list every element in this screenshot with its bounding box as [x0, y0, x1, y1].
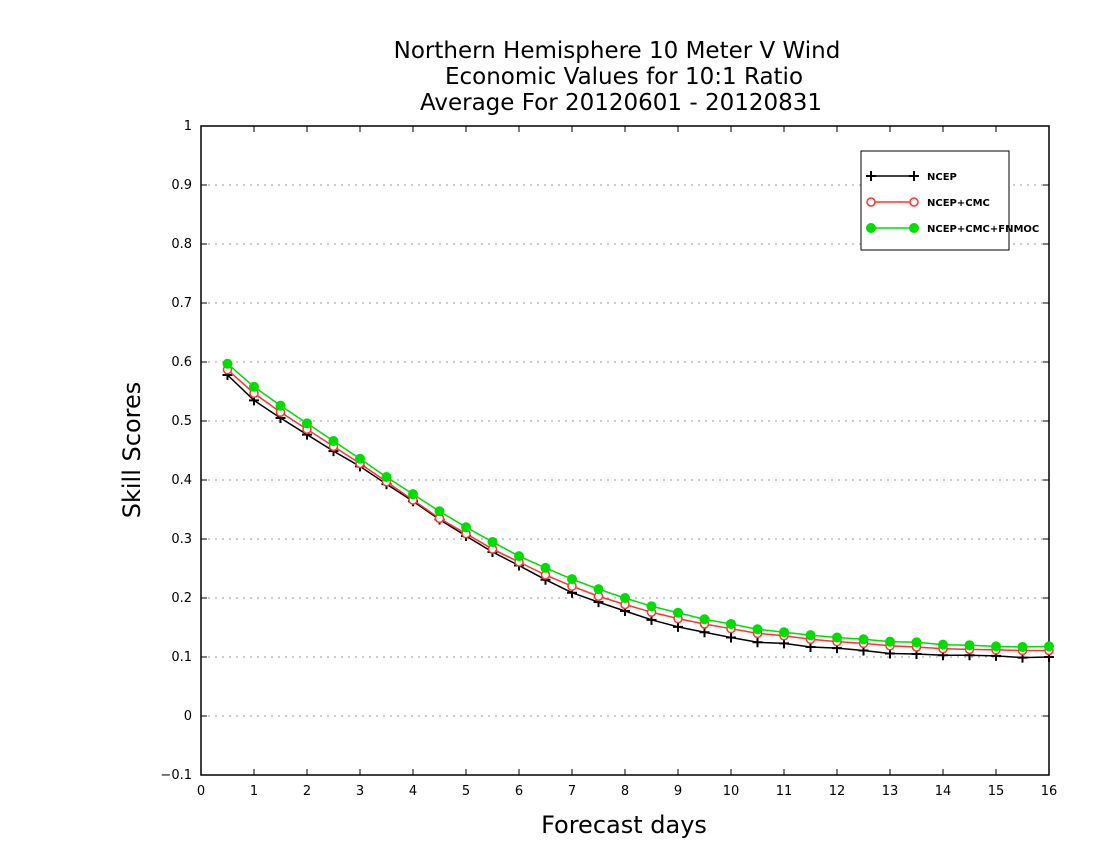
x-tick-label: 16 — [1041, 784, 1058, 799]
legend-marker-ncep-cmc-fnmoc — [909, 223, 919, 233]
y-tick-label: 0.2 — [171, 591, 192, 606]
data-point-ncep-cmc-fnmoc — [938, 639, 948, 650]
data-point-ncep-cmc-fnmoc — [1017, 641, 1028, 652]
series-layer — [222, 358, 1054, 663]
data-point-ncep-cmc-fnmoc — [487, 536, 498, 547]
data-point-ncep-cmc-fnmoc — [355, 453, 365, 464]
y-tick-label: 0.6 — [171, 355, 192, 370]
series-line-ncep — [226, 374, 1050, 659]
x-tick-label: 6 — [515, 784, 523, 799]
data-point-ncep-cmc-fnmoc — [699, 614, 710, 625]
y-tick-label: 0.8 — [171, 237, 192, 252]
legend: NCEP NCEP+CMC NCEP+CMC+FNMOC — [860, 150, 1039, 251]
legend-box — [860, 150, 1010, 251]
legend-marker-ncep — [909, 171, 919, 181]
x-tick-label: 1 — [250, 784, 258, 799]
data-point-ncep-cmc-fnmoc — [514, 551, 524, 562]
grid-layer — [201, 184, 1049, 717]
data-point-ncep-cmc-fnmoc — [964, 640, 975, 651]
series-ncep-cmc — [222, 364, 1054, 656]
y-tick-label: 0.3 — [171, 532, 192, 547]
data-point-ncep-cmc-fnmoc — [593, 584, 604, 595]
x-tick-label: 3 — [356, 784, 364, 799]
data-point-ncep — [752, 637, 763, 648]
y-axis-title: Skill Scores — [118, 382, 146, 519]
data-point-ncep — [673, 621, 683, 632]
data-point-ncep-cmc-fnmoc — [381, 472, 392, 483]
title-line-3: Average For 20120601 - 20120831 — [420, 90, 822, 116]
data-point-ncep — [726, 632, 736, 643]
data-point-ncep-cmc-fnmoc — [408, 489, 418, 500]
x-tick-label: 15 — [988, 784, 1005, 799]
x-tick-label: 7 — [568, 784, 576, 799]
data-point-ncep-cmc-fnmoc — [1044, 641, 1054, 652]
chart-title: Northern Hemisphere 10 Meter V Wind Econ… — [394, 38, 841, 116]
data-point-ncep-cmc-fnmoc — [726, 618, 736, 629]
x-tick-label: 11 — [776, 784, 793, 799]
legend-marker-ncep-cmc-fnmoc — [866, 223, 876, 233]
x-tick-label: 13 — [882, 784, 899, 799]
series-ncep-cmc-fnmoc — [222, 358, 1054, 652]
x-tick-label: 0 — [197, 784, 205, 799]
data-point-ncep-cmc-fnmoc — [885, 636, 895, 647]
x-tick-label: 10 — [723, 784, 740, 799]
data-point-ncep-cmc-fnmoc — [673, 607, 683, 618]
data-point-ncep-cmc-fnmoc — [991, 641, 1001, 652]
x-tick-label: 12 — [829, 784, 846, 799]
data-point-ncep-cmc-fnmoc — [249, 381, 259, 392]
data-point-ncep-cmc-fnmoc — [567, 574, 577, 585]
y-tick-label: −0.1 — [160, 768, 192, 783]
y-tick-label: 0 — [184, 709, 192, 724]
data-point-ncep-cmc-fnmoc — [222, 358, 233, 369]
data-point-ncep-cmc-fnmoc — [805, 630, 816, 641]
x-tick-label: 14 — [935, 784, 952, 799]
data-point-ncep-cmc-fnmoc — [328, 436, 339, 447]
data-point-ncep-cmc-fnmoc — [434, 506, 445, 517]
data-point-ncep-cmc-fnmoc — [858, 634, 869, 645]
title-line-2: Economic Values for 10:1 Ratio — [445, 64, 803, 90]
legend-marker-ncep — [866, 171, 876, 181]
y-tick-label: 0.9 — [171, 178, 192, 193]
x-tick-label: 4 — [409, 784, 417, 799]
data-point-ncep — [699, 627, 710, 638]
legend-marker-ncep-cmc — [866, 197, 876, 207]
legend-marker-ncep-cmc — [909, 197, 919, 207]
x-tick-label: 5 — [462, 784, 470, 799]
y-tick-label: 0.5 — [171, 414, 192, 429]
x-axis-title: Forecast days — [541, 811, 707, 839]
data-point-ncep-cmc-fnmoc — [620, 593, 630, 603]
data-point-ncep-cmc-fnmoc — [302, 418, 312, 429]
x-tick-label: 8 — [621, 784, 629, 799]
data-point-ncep-cmc-fnmoc — [832, 632, 842, 643]
data-point-ncep-cmc-fnmoc — [461, 522, 471, 533]
x-tick-label: 2 — [303, 784, 311, 799]
legend-label-ncep-cmc: NCEP+CMC — [927, 198, 990, 209]
series-ncep — [222, 369, 1054, 663]
data-point-ncep-cmc-fnmoc — [275, 400, 286, 411]
legend-label-ncep: NCEP — [927, 172, 957, 183]
series-line-ncep-cmc — [227, 369, 1049, 652]
title-line-1: Northern Hemisphere 10 Meter V Wind — [394, 38, 841, 64]
legend-label-ncep-cmc-fnmoc: NCEP+CMC+FNMOC — [927, 224, 1039, 235]
data-point-ncep-cmc-fnmoc — [646, 601, 657, 612]
series-line-ncep-cmc-fnmoc — [227, 363, 1050, 648]
data-point-ncep-cmc-fnmoc — [911, 637, 922, 648]
y-tick-label: 0.7 — [171, 296, 192, 311]
data-point-ncep-cmc-fnmoc — [752, 624, 763, 635]
y-tick-label: 0.1 — [171, 650, 192, 665]
x-tick-label: 9 — [674, 784, 682, 799]
y-tick-label: 0.4 — [171, 473, 192, 488]
y-tick-label: 1 — [184, 119, 192, 134]
tick-layer: −0.100.10.20.30.40.50.60.70.80.910 1 2 3 4 5 6… — [160, 119, 1057, 799]
data-point-ncep-cmc-fnmoc — [540, 562, 551, 573]
data-point-ncep-cmc-fnmoc — [779, 627, 789, 638]
